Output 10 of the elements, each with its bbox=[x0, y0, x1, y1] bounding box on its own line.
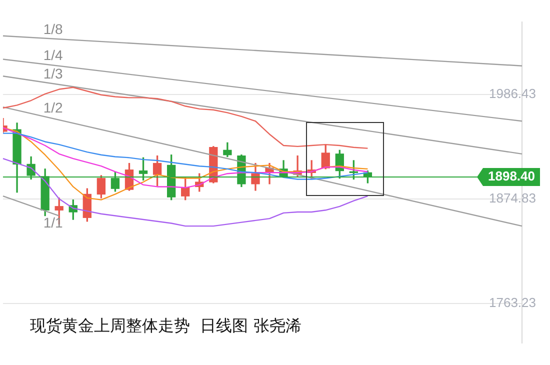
y-tick-label: 1986.43 bbox=[489, 86, 536, 102]
series-label: 1/2 bbox=[43, 100, 64, 116]
series-label: 1/3 bbox=[43, 65, 64, 82]
series-label: 1/4 bbox=[43, 47, 64, 64]
text: 现货黄金上周整体走势 日线图 张尧浠 bbox=[30, 316, 302, 337]
y-tick-label: 1874.83 bbox=[489, 190, 536, 206]
series-label: 1/8 bbox=[43, 21, 64, 38]
ref-line-label: 1898.40 bbox=[488, 168, 536, 184]
series-label: 1/1 bbox=[43, 214, 64, 231]
y-tick-label: 1763.23 bbox=[489, 295, 536, 310]
